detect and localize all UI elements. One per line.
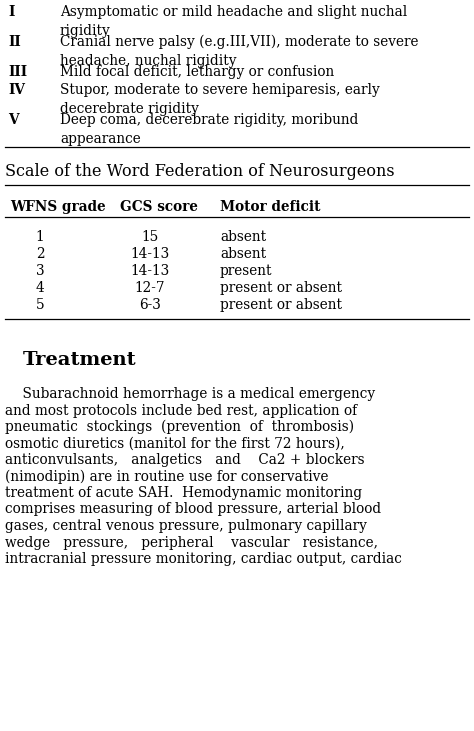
Text: III: III (8, 65, 27, 79)
Text: Cranial nerve palsy (e.g.III,VII), moderate to severe
headache, nuchal rigidity: Cranial nerve palsy (e.g.III,VII), moder… (60, 35, 419, 68)
Text: 14-13: 14-13 (130, 247, 170, 261)
Text: 6-3: 6-3 (139, 298, 161, 312)
Text: V: V (8, 113, 18, 127)
Text: anticonvulsants,   analgetics   and    Ca2 + blockers: anticonvulsants, analgetics and Ca2 + bl… (5, 453, 365, 467)
Text: WFNS grade: WFNS grade (10, 200, 106, 214)
Text: absent: absent (220, 247, 266, 261)
Text: I: I (8, 5, 14, 19)
Text: absent: absent (220, 230, 266, 244)
Text: Treatment: Treatment (23, 351, 137, 369)
Text: IV: IV (8, 83, 25, 97)
Text: comprises measuring of blood pressure, arterial blood: comprises measuring of blood pressure, a… (5, 502, 381, 517)
Text: pneumatic  stockings  (prevention  of  thrombosis): pneumatic stockings (prevention of throm… (5, 420, 354, 434)
Text: and most protocols include bed rest, application of: and most protocols include bed rest, app… (5, 404, 357, 417)
Text: Subarachnoid hemorrhage is a medical emergency: Subarachnoid hemorrhage is a medical eme… (5, 387, 375, 401)
Text: 5: 5 (36, 298, 44, 312)
Text: Motor deficit: Motor deficit (220, 200, 320, 214)
Text: Scale of the Word Federation of Neurosurgeons: Scale of the Word Federation of Neurosur… (5, 163, 395, 180)
Text: present: present (220, 264, 273, 278)
Text: present or absent: present or absent (220, 281, 342, 295)
Text: present or absent: present or absent (220, 298, 342, 312)
Text: 1: 1 (36, 230, 44, 244)
Text: Stupor, moderate to severe hemiparesis, early
decerebrate rigidity: Stupor, moderate to severe hemiparesis, … (60, 83, 380, 116)
Text: osmotic diuretics (manitol for the first 72 hours),: osmotic diuretics (manitol for the first… (5, 436, 345, 450)
Text: wedge   pressure,   peripheral    vascular   resistance,: wedge pressure, peripheral vascular resi… (5, 536, 378, 550)
Text: 12-7: 12-7 (135, 281, 165, 295)
Text: gases, central venous pressure, pulmonary capillary: gases, central venous pressure, pulmonar… (5, 519, 367, 533)
Text: 4: 4 (36, 281, 45, 295)
Text: 3: 3 (36, 264, 44, 278)
Text: 2: 2 (36, 247, 44, 261)
Text: treatment of acute SAH.  Hemodynamic monitoring: treatment of acute SAH. Hemodynamic moni… (5, 486, 362, 500)
Text: GCS score: GCS score (120, 200, 198, 214)
Text: Asymptomatic or mild headache and slight nuchal
rigidity: Asymptomatic or mild headache and slight… (60, 5, 407, 38)
Text: intracranial pressure monitoring, cardiac output, cardiac: intracranial pressure monitoring, cardia… (5, 552, 402, 566)
Text: II: II (8, 35, 21, 49)
Text: Deep coma, decerebrate rigidity, moribund
appearance: Deep coma, decerebrate rigidity, moribun… (60, 113, 358, 146)
Text: 15: 15 (141, 230, 159, 244)
Text: 14-13: 14-13 (130, 264, 170, 278)
Text: Mild focal deficit, lethargy or confusion: Mild focal deficit, lethargy or confusio… (60, 65, 334, 79)
Text: (nimodipin) are in routine use for conservative: (nimodipin) are in routine use for conse… (5, 469, 328, 484)
